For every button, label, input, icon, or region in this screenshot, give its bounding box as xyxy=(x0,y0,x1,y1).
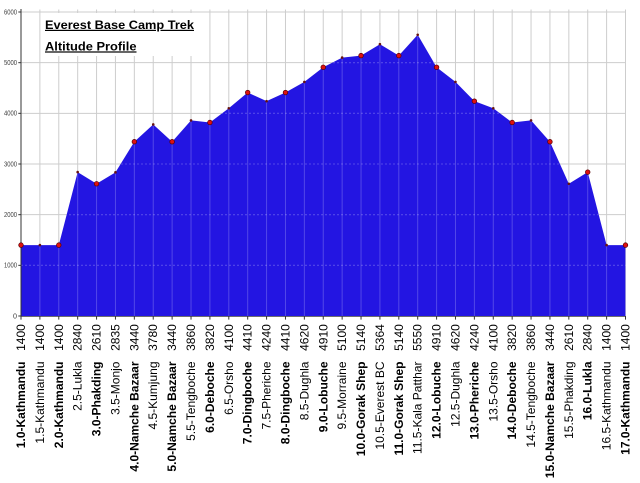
svg-text:4100: 4100 xyxy=(486,324,500,351)
svg-text:14.5-Tengboche: 14.5-Tengboche xyxy=(524,361,538,447)
svg-text:14.0-Deboche: 14.0-Deboche xyxy=(505,361,519,439)
svg-text:5.5-Tengboche: 5.5-Tengboche xyxy=(184,361,198,441)
svg-text:1400: 1400 xyxy=(33,324,47,351)
svg-text:4240: 4240 xyxy=(260,324,274,351)
svg-text:2610: 2610 xyxy=(562,324,576,351)
svg-text:4240: 4240 xyxy=(467,324,481,351)
svg-text:1400: 1400 xyxy=(619,324,633,351)
svg-text:0: 0 xyxy=(13,311,17,320)
svg-text:1400: 1400 xyxy=(14,324,28,351)
svg-text:Altitude Profile: Altitude Profile xyxy=(45,39,137,53)
svg-text:4.0-Namche Bazaar: 4.0-Namche Bazaar xyxy=(127,361,141,471)
svg-text:1000: 1000 xyxy=(4,261,17,270)
svg-text:1.5-Kathmandu: 1.5-Kathmandu xyxy=(33,362,47,444)
svg-text:4410: 4410 xyxy=(241,324,255,351)
svg-text:6000: 6000 xyxy=(4,7,17,16)
svg-text:3820: 3820 xyxy=(203,324,217,351)
svg-text:5.0-Namche Bazaar: 5.0-Namche Bazaar xyxy=(165,361,179,471)
svg-text:12.5-Dughla: 12.5-Dughla xyxy=(448,361,462,427)
svg-text:11.0-Gorak Shep: 11.0-Gorak Shep xyxy=(392,362,406,456)
svg-text:13.0-Pheriche: 13.0-Pheriche xyxy=(467,361,481,439)
svg-text:8.0-Dingboche: 8.0-Dingboche xyxy=(278,361,292,444)
svg-text:3820: 3820 xyxy=(505,324,519,351)
svg-text:7.5-Pheriche: 7.5-Pheriche xyxy=(260,361,274,429)
svg-text:2000: 2000 xyxy=(4,210,17,219)
svg-text:9.0-Lobuche: 9.0-Lobuche xyxy=(316,361,330,432)
svg-text:4410: 4410 xyxy=(278,324,292,351)
svg-text:6.5-Orsho: 6.5-Orsho xyxy=(222,361,236,415)
svg-text:2835: 2835 xyxy=(108,324,122,351)
svg-text:1400: 1400 xyxy=(600,324,614,351)
svg-text:5100: 5100 xyxy=(335,324,349,351)
svg-text:4910: 4910 xyxy=(430,324,444,351)
svg-text:12.0-Lobuche: 12.0-Lobuche xyxy=(430,361,444,439)
svg-text:5364: 5364 xyxy=(373,324,387,351)
svg-text:2610: 2610 xyxy=(90,324,104,351)
svg-text:4.5-Kumjung: 4.5-Kumjung xyxy=(146,362,160,430)
svg-text:9.5-Morraine: 9.5-Morraine xyxy=(335,361,349,429)
svg-text:2840: 2840 xyxy=(581,324,595,351)
svg-text:3.0-Phakding: 3.0-Phakding xyxy=(90,362,104,437)
svg-text:15.5-Phakding: 15.5-Phakding xyxy=(562,362,576,439)
svg-text:8.5-Dughla: 8.5-Dughla xyxy=(297,361,311,420)
svg-text:4620: 4620 xyxy=(297,324,311,351)
svg-text:2.5-Lukla: 2.5-Lukla xyxy=(71,361,85,411)
svg-text:1400: 1400 xyxy=(52,324,66,351)
svg-text:16.5-Kathmandu: 16.5-Kathmandu xyxy=(600,362,614,451)
svg-text:6.0-Deboche: 6.0-Deboche xyxy=(203,361,217,433)
svg-text:3860: 3860 xyxy=(524,324,538,351)
svg-text:10.0-Gorak Shep: 10.0-Gorak Shep xyxy=(354,362,368,457)
svg-text:10.5-Everest BC: 10.5-Everest BC xyxy=(373,361,387,449)
svg-text:5140: 5140 xyxy=(392,324,406,351)
svg-text:13.5-Orsho: 13.5-Orsho xyxy=(486,361,500,421)
svg-text:17.0-Kathmandu: 17.0-Kathmandu xyxy=(619,362,633,455)
svg-text:4000: 4000 xyxy=(4,109,17,118)
svg-text:4100: 4100 xyxy=(222,324,236,351)
svg-text:4620: 4620 xyxy=(448,324,462,351)
svg-text:5000: 5000 xyxy=(4,58,17,67)
svg-text:2.0-Kathmandu: 2.0-Kathmandu xyxy=(52,362,66,449)
svg-text:5550: 5550 xyxy=(411,324,425,351)
svg-text:3000: 3000 xyxy=(4,159,17,168)
svg-text:2840: 2840 xyxy=(71,324,85,351)
svg-text:1.0-Kathmandu: 1.0-Kathmandu xyxy=(14,362,28,449)
svg-text:Everest Base Camp Trek: Everest Base Camp Trek xyxy=(45,18,194,32)
svg-text:4910: 4910 xyxy=(316,324,330,351)
svg-text:16.0-Lukla: 16.0-Lukla xyxy=(581,361,595,420)
svg-text:3860: 3860 xyxy=(184,324,198,351)
svg-text:3780: 3780 xyxy=(146,324,160,351)
svg-text:15.0-Namche Bazaar: 15.0-Namche Bazaar xyxy=(543,361,557,478)
svg-text:3440: 3440 xyxy=(165,324,179,351)
svg-text:11.5-Kala Patthar: 11.5-Kala Patthar xyxy=(411,362,425,455)
svg-text:3440: 3440 xyxy=(543,324,557,351)
svg-text:3440: 3440 xyxy=(127,324,141,351)
svg-text:5140: 5140 xyxy=(354,324,368,351)
svg-text:7.0-Dingboche: 7.0-Dingboche xyxy=(241,361,255,444)
svg-text:3.5-Monjo: 3.5-Monjo xyxy=(108,361,122,415)
